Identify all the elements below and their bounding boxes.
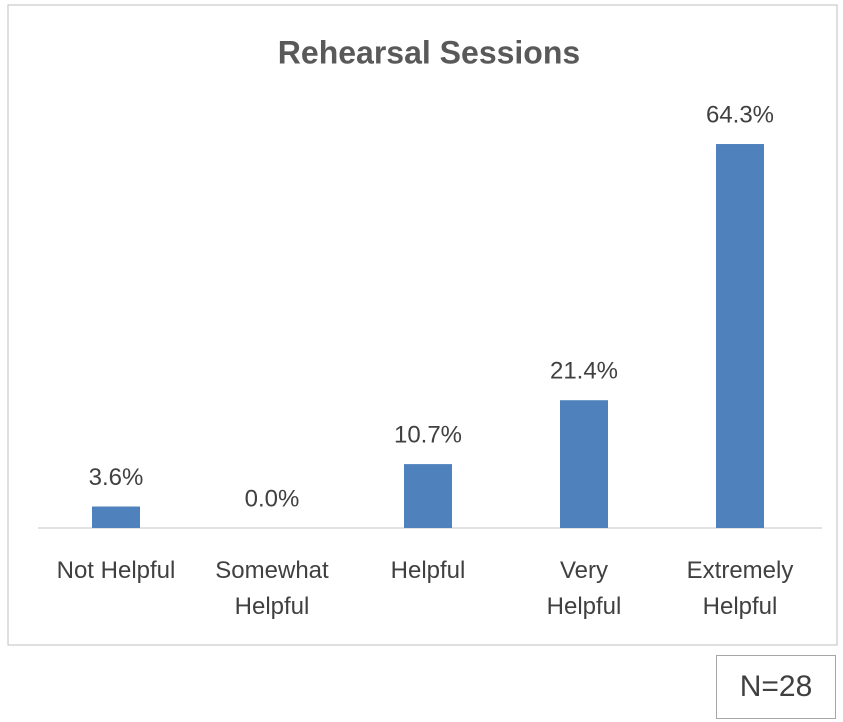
bar: [404, 464, 452, 528]
x-tick-label: Somewhat Helpful: [215, 557, 329, 620]
x-tick-label: Not Helpful: [56, 557, 176, 584]
bar: [716, 144, 764, 528]
value-label: 64.3%: [706, 101, 774, 128]
annotation: N=28: [716, 655, 836, 719]
x-tick-label: Helpful: [390, 557, 466, 584]
x-tick-label: Very Helpful: [546, 557, 622, 620]
chart-border: [7, 4, 838, 646]
bar: [92, 506, 140, 528]
value-label: 0.0%: [245, 485, 300, 512]
value-label: 10.7%: [394, 421, 462, 448]
chart-title: Rehearsal Sessions: [278, 34, 580, 70]
value-label: 3.6%: [89, 464, 144, 491]
bar: [560, 400, 608, 528]
value-label: 21.4%: [550, 358, 618, 385]
x-tick-label: Extremely Helpful: [686, 557, 794, 620]
